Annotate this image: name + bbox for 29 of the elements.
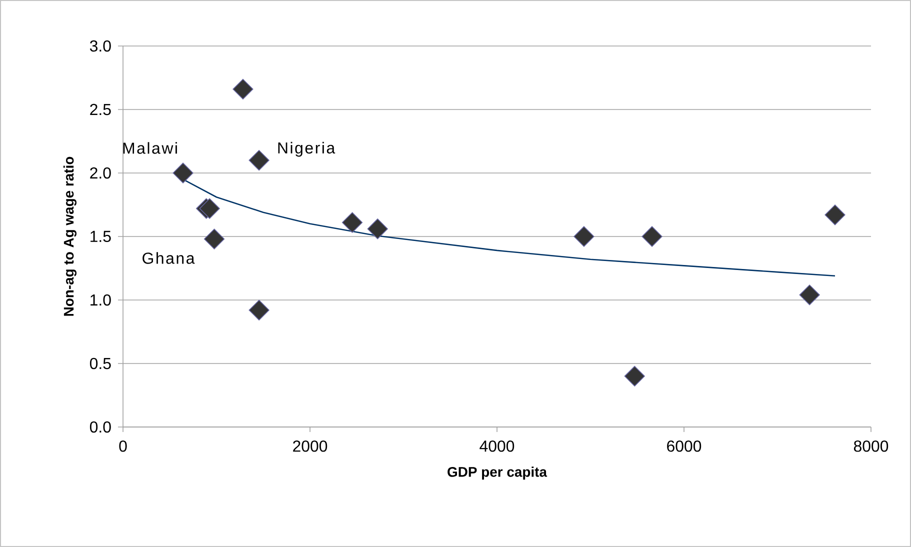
point bbox=[204, 228, 225, 250]
x-tick-label: 2000 bbox=[293, 440, 328, 452]
y-tick-label: 0.5 bbox=[90, 358, 111, 370]
point bbox=[342, 212, 363, 233]
point bbox=[248, 150, 270, 171]
annotation: Nigeria bbox=[278, 142, 336, 157]
point bbox=[799, 284, 820, 306]
x-axis-title: GDP per capita bbox=[448, 466, 548, 480]
point bbox=[367, 218, 388, 240]
y-tick-label: 0.0 bbox=[90, 421, 111, 433]
point bbox=[232, 78, 254, 100]
y-tick-label: 3.0 bbox=[90, 40, 111, 52]
y-axis-title: Non-ag to Ag wage ratio bbox=[63, 156, 76, 316]
x-tick-label: 4000 bbox=[480, 440, 514, 452]
annotation: Ghana bbox=[142, 252, 195, 264]
point bbox=[642, 226, 662, 247]
x-tick-label: 8000 bbox=[854, 440, 888, 452]
point bbox=[824, 204, 846, 226]
x-tick-label: 6000 bbox=[667, 440, 702, 452]
point bbox=[624, 366, 645, 386]
y-tick-label: 1.5 bbox=[90, 230, 111, 242]
y-tick-label: 1.0 bbox=[90, 294, 111, 306]
x-tick-label: 0 bbox=[119, 440, 127, 452]
point bbox=[172, 162, 194, 184]
point bbox=[574, 226, 594, 247]
point bbox=[248, 300, 270, 320]
annotation: Malawi bbox=[123, 142, 177, 154]
y-tick-label: 2.5 bbox=[90, 104, 111, 116]
y-tick-label: 2.0 bbox=[90, 167, 111, 179]
